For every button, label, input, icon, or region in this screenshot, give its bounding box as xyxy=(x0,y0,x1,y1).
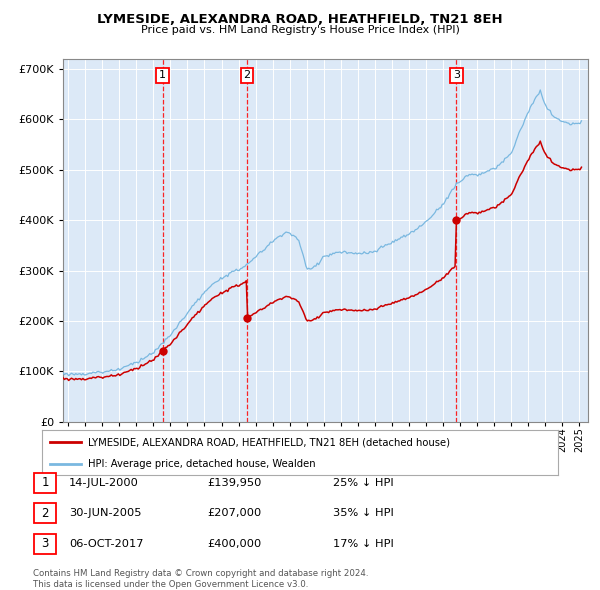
Text: 1: 1 xyxy=(159,70,166,80)
Text: LYMESIDE, ALEXANDRA ROAD, HEATHFIELD, TN21 8EH: LYMESIDE, ALEXANDRA ROAD, HEATHFIELD, TN… xyxy=(97,13,503,26)
Text: 3: 3 xyxy=(41,537,49,550)
Text: £207,000: £207,000 xyxy=(207,509,261,518)
Text: Price paid vs. HM Land Registry's House Price Index (HPI): Price paid vs. HM Land Registry's House … xyxy=(140,25,460,35)
Text: 2: 2 xyxy=(244,70,251,80)
Text: 30-JUN-2005: 30-JUN-2005 xyxy=(69,509,142,518)
Text: 06-OCT-2017: 06-OCT-2017 xyxy=(69,539,143,549)
Text: This data is licensed under the Open Government Licence v3.0.: This data is licensed under the Open Gov… xyxy=(33,579,308,589)
Text: 25% ↓ HPI: 25% ↓ HPI xyxy=(333,478,394,487)
Text: LYMESIDE, ALEXANDRA ROAD, HEATHFIELD, TN21 8EH (detached house): LYMESIDE, ALEXANDRA ROAD, HEATHFIELD, TN… xyxy=(88,437,451,447)
Text: HPI: Average price, detached house, Wealden: HPI: Average price, detached house, Weal… xyxy=(88,458,316,468)
Text: 3: 3 xyxy=(453,70,460,80)
Text: 14-JUL-2000: 14-JUL-2000 xyxy=(69,478,139,487)
Text: 1: 1 xyxy=(41,476,49,489)
Text: £139,950: £139,950 xyxy=(207,478,262,487)
Text: 2: 2 xyxy=(41,507,49,520)
FancyBboxPatch shape xyxy=(34,503,56,523)
Text: Contains HM Land Registry data © Crown copyright and database right 2024.: Contains HM Land Registry data © Crown c… xyxy=(33,569,368,578)
FancyBboxPatch shape xyxy=(34,473,56,493)
FancyBboxPatch shape xyxy=(34,534,56,554)
Text: £400,000: £400,000 xyxy=(207,539,261,549)
Text: 35% ↓ HPI: 35% ↓ HPI xyxy=(333,509,394,518)
Text: 17% ↓ HPI: 17% ↓ HPI xyxy=(333,539,394,549)
